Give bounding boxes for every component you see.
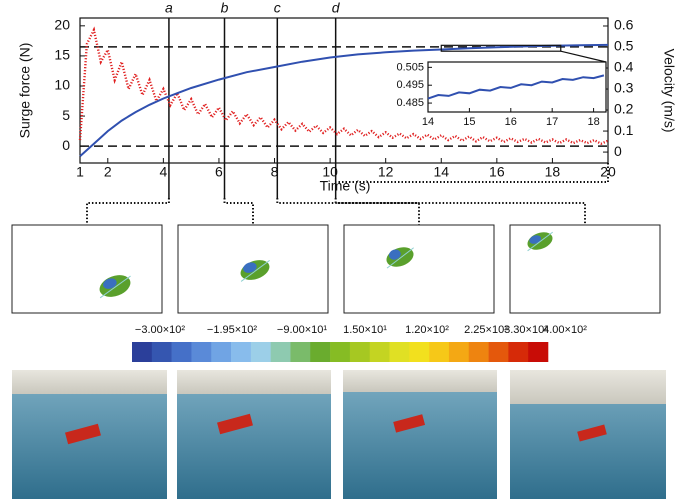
x-tick-label: 16	[489, 164, 505, 180]
inset-y-tick-label: 0.485	[396, 97, 424, 109]
colorbar-cell	[231, 342, 252, 362]
colorbar-cell	[448, 342, 470, 362]
x-tick-label: 12	[378, 164, 394, 180]
colorbar-cell	[211, 342, 232, 362]
y2-tick-label: 0.6	[614, 17, 634, 33]
zoom-connector	[560, 50, 607, 63]
data-line	[79, 43, 609, 158]
colorbar-cell	[191, 342, 212, 362]
colorbar-cell	[468, 342, 489, 362]
x-tick-label: 20	[600, 164, 616, 180]
connector	[335, 163, 609, 183]
connector	[276, 198, 420, 225]
colorbar-label: 1.50×10¹	[343, 324, 387, 336]
inset-frame	[427, 61, 607, 113]
event-label: c	[274, 0, 281, 16]
x-tick-label: 10	[322, 164, 338, 180]
event-label: d	[332, 0, 341, 16]
inset-x-tick-label: 18	[587, 116, 599, 128]
inset-x-tick-label: 17	[546, 116, 558, 128]
y-tick-label: 15	[54, 47, 70, 63]
x-tick-label: 14	[433, 164, 449, 180]
colorbar-cell	[250, 342, 271, 362]
colorbar-cell	[330, 342, 351, 362]
colorbar-cell	[310, 342, 331, 362]
connector	[223, 198, 254, 225]
colorbar-cell	[389, 342, 410, 362]
connector	[86, 198, 170, 225]
colorbar-label: 4.00×10²	[543, 324, 587, 336]
y-tick-label: 0	[62, 137, 70, 153]
data-line	[427, 74, 605, 100]
colorbar-cell	[429, 342, 450, 362]
x-tick-label: 8	[271, 164, 279, 180]
colorbar-label: 2.25×10²	[464, 324, 508, 336]
inset-y-tick-label: 0.495	[396, 79, 424, 91]
colorbar-label: −3.00×10²	[135, 324, 185, 336]
colorbar-cell	[270, 342, 291, 362]
robot	[240, 260, 270, 282]
y2-tick-label: 0.4	[614, 59, 634, 75]
y2-axis-label: Velocity (m/s)	[661, 48, 677, 132]
y-tick-label: 5	[62, 107, 70, 123]
y-axis-label: Surge force (N)	[17, 43, 33, 139]
colorbar-label: 1.20×10²	[405, 324, 449, 336]
y2-tick-label: 0	[614, 143, 622, 159]
x-tick-label: 6	[215, 164, 223, 180]
colorbar-label: −9.00×10¹	[277, 324, 327, 336]
colorbar-cell	[409, 342, 430, 362]
robot	[386, 247, 414, 269]
colorbar-cell	[369, 342, 390, 362]
zoom-box	[440, 44, 562, 52]
colorbar-cell	[132, 342, 153, 362]
colorbar-label: −1.95×10²	[207, 324, 257, 336]
colorbar-cell	[171, 342, 192, 362]
y2-tick-label: 0.2	[614, 101, 634, 117]
inset-x-tick-label: 16	[505, 116, 517, 128]
colorbar-cell	[290, 342, 311, 362]
colorbar-cell	[528, 342, 549, 362]
x-tick-label: 18	[545, 164, 561, 180]
photo	[510, 370, 666, 499]
y-tick-label: 10	[54, 77, 70, 93]
robot	[527, 231, 554, 252]
photos	[12, 370, 666, 499]
x-tick-label: 2	[104, 164, 112, 180]
y2-tick-label: 0.5	[614, 38, 634, 54]
photo	[343, 370, 497, 499]
colorbar-cell	[151, 342, 172, 362]
inset-x-tick-label: 14	[422, 116, 434, 128]
photo	[12, 370, 167, 499]
y2-tick-label: 0.3	[614, 80, 634, 96]
colorbar-cell	[349, 342, 371, 362]
x-axis-label: Time (s)	[320, 178, 371, 194]
y2-tick-label: 0.1	[614, 122, 634, 138]
event-label: a	[165, 0, 173, 16]
robot	[99, 275, 131, 299]
snapshot-frames	[11, 224, 661, 314]
x-tick-label: 4	[159, 164, 167, 180]
y-tick-label: 20	[54, 17, 70, 33]
frame	[343, 224, 495, 314]
colorbar-label: 3.30×10²	[504, 324, 548, 336]
event-label: b	[221, 0, 229, 16]
connector	[334, 198, 586, 225]
data-line	[78, 26, 609, 146]
plot-frame	[79, 17, 609, 164]
photo	[177, 370, 331, 499]
colorbar-cell	[488, 342, 509, 362]
frame	[11, 224, 163, 314]
x-tick-label: 1	[76, 164, 84, 180]
colorbar-cell	[508, 342, 529, 362]
inset-x-tick-label: 15	[463, 116, 475, 128]
inset-y-tick-label: 0.505	[396, 61, 424, 73]
